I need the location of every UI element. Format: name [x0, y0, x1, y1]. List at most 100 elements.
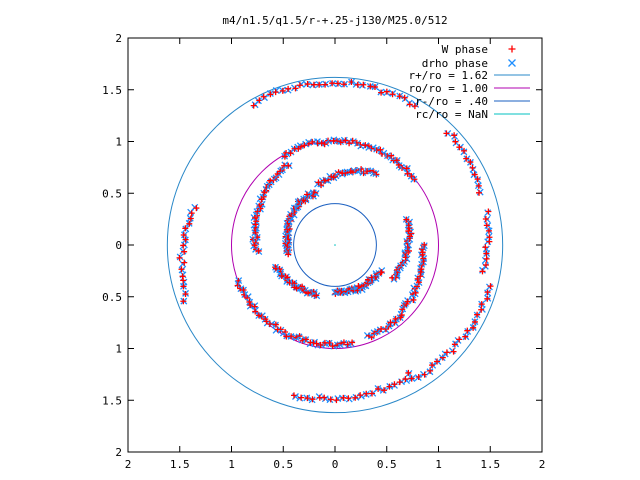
legend-sample-drho-phase [508, 59, 516, 67]
w-phase-point [176, 254, 183, 261]
w-phase-point [258, 196, 265, 203]
w-phase-point [404, 170, 411, 177]
y-tick-label: 1.5 [102, 394, 122, 407]
x-tick-label: 0.5 [273, 458, 293, 471]
w-phase-point [364, 168, 371, 175]
w-phase-point [485, 208, 492, 215]
w-phase-point [272, 321, 279, 328]
legend-label-rminus: r-/ro = .40 [415, 95, 488, 108]
drho-phase-point [417, 264, 425, 272]
w-phase-point [463, 155, 470, 162]
w-phase-point [187, 215, 194, 222]
w-phase-point [342, 137, 349, 144]
w-phase-point [404, 298, 411, 305]
w-phase-point [277, 326, 284, 333]
w-phase-point [469, 164, 476, 171]
w-phase-point [310, 81, 317, 88]
w-phase-point [322, 81, 329, 88]
w-phase-point [479, 268, 486, 275]
w-phase-point [357, 392, 364, 399]
y-tick-label: 0.5 [102, 187, 122, 200]
x-tick-label: 1 [228, 458, 235, 471]
w-phase-point [335, 169, 342, 176]
w-phase-point [341, 81, 348, 88]
w-phase-point [412, 289, 419, 296]
w-phase-point [255, 247, 262, 254]
x-tick-label: 1 [435, 458, 442, 471]
w-phase-point [326, 339, 333, 346]
w-phase-point [279, 87, 286, 94]
w-phase-point [309, 396, 316, 403]
w-phase-point [419, 249, 426, 256]
drho-phase-point [244, 293, 252, 301]
drho-phase-point [304, 190, 312, 198]
w-phase-point [456, 144, 463, 151]
w-phase-point [250, 102, 257, 109]
drho-phase-point [347, 340, 355, 348]
w-phase-point [418, 246, 425, 253]
y-tick-label: 0.5 [102, 291, 122, 304]
w-phase-point [411, 176, 418, 183]
y-tick-label: 2 [115, 446, 122, 459]
drho-phase-point [448, 347, 456, 355]
w-phase-point [371, 83, 378, 90]
w-phase-point [451, 132, 458, 139]
w-phase-point [487, 283, 494, 290]
w-phase-point [474, 311, 481, 318]
x-tick-label: 1.5 [480, 458, 500, 471]
y-tick-label: 1 [115, 343, 122, 356]
w-phase-point [296, 82, 303, 89]
w-phase-point [456, 336, 463, 343]
w-phase-point [334, 80, 341, 87]
w-phase-point [329, 80, 336, 87]
w-phase-point [298, 394, 305, 401]
chart-title: m4/n1.5/q1.5/r-+.25-j130/M25.0/512 [222, 14, 447, 27]
drho-phase-point [377, 147, 385, 155]
w-phase-point [484, 289, 491, 296]
w-phase-point [408, 173, 415, 180]
w-phase-point [482, 261, 489, 268]
legend-label-drho-phase: drho phase [422, 57, 488, 70]
axis-ticks: 2 1.5 1 0.5 0 0.5 1 1.5 221.510.500.511.52 [102, 32, 545, 471]
w-phase-point [272, 89, 279, 96]
w-phase-point [293, 285, 300, 292]
x-tick-label: 1.5 [170, 458, 190, 471]
w-phase-point [410, 296, 417, 303]
drho-phase-point [345, 395, 353, 403]
drho-phase-point [281, 161, 289, 169]
circle-0 [166, 76, 504, 414]
w-phase-point [181, 259, 188, 266]
w-phase-point [340, 394, 347, 401]
w-phase-point [411, 103, 418, 110]
drho-phase-point [454, 336, 462, 344]
w-phase-point [452, 138, 459, 145]
w-phase-point [392, 315, 399, 322]
w-phase-point [470, 324, 477, 331]
w-phase-point [329, 343, 336, 350]
w-phase-point [321, 394, 328, 401]
w-phase-point [186, 220, 193, 227]
w-phase-point [475, 182, 482, 189]
w-phase-point [382, 326, 389, 333]
w-phase-point [360, 81, 367, 88]
w-phase-point [375, 385, 382, 392]
w-phase-point [363, 390, 370, 397]
w-phase-point [301, 142, 308, 149]
circle-2 [293, 203, 377, 287]
w-phase-point [478, 306, 485, 313]
w-phase-point [180, 283, 187, 290]
w-phase-point [349, 339, 356, 346]
w-phase-point [421, 241, 428, 248]
w-phase-point [320, 177, 327, 184]
w-phase-point [251, 242, 258, 249]
w-phase-point [180, 242, 187, 249]
drho-phase-point [484, 209, 492, 217]
w-phase-point [266, 320, 273, 327]
center-point [334, 244, 336, 246]
w-phase-point [464, 327, 471, 334]
x-tick-label: 0 [332, 458, 339, 471]
w-phase-point [471, 171, 478, 178]
legend-samples [494, 74, 530, 115]
w-phase-point [360, 170, 367, 177]
